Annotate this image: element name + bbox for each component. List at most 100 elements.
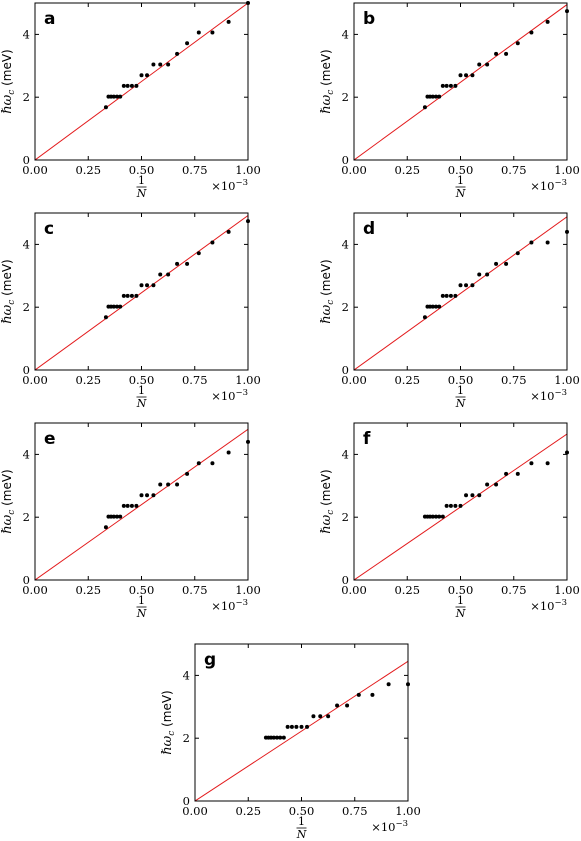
data-point	[226, 229, 231, 234]
data-point	[485, 272, 490, 277]
data-point	[515, 41, 520, 46]
data-point	[437, 94, 442, 99]
data-point	[545, 19, 550, 24]
x-axis-label-numerator: 1	[138, 384, 145, 397]
y-axis-label: ℏωc (meV)	[0, 49, 17, 114]
data-point	[444, 503, 449, 508]
data-point	[458, 73, 463, 78]
x-scale-base: ×10	[211, 179, 235, 193]
data-point	[453, 503, 458, 508]
data-point	[430, 514, 435, 519]
data-point	[145, 73, 150, 78]
data-point	[145, 283, 150, 288]
panel-label: a	[44, 9, 55, 29]
data-point	[121, 293, 126, 298]
x-axis-label-denominator: N	[455, 397, 466, 410]
data-point	[166, 62, 171, 67]
data-point	[504, 261, 509, 266]
y-axis-label-unit: (meV)	[319, 49, 333, 89]
x-scale-exponent: −3	[235, 388, 248, 398]
x-tick-label: 0.25	[394, 373, 420, 387]
x-axis-label-numerator: 1	[457, 594, 464, 607]
data-point	[294, 724, 299, 729]
data-point	[115, 514, 120, 519]
data-point	[210, 30, 215, 35]
data-point	[318, 714, 323, 719]
data-point	[196, 251, 201, 256]
data-point	[158, 62, 163, 67]
axes-frame	[194, 643, 409, 802]
data-point	[477, 272, 482, 277]
data-point	[125, 503, 130, 508]
y-axis-label-subscript: c	[7, 300, 17, 305]
y-axis-label: ℏωc (meV)	[319, 469, 336, 534]
x-tick-label: 0.50	[448, 583, 474, 597]
data-point	[281, 735, 286, 740]
y-axis-label-symbol: ℏω	[0, 94, 15, 113]
x-scale-exponent: −3	[554, 598, 567, 608]
data-point	[464, 73, 469, 78]
y-axis-label-symbol: ℏω	[319, 94, 334, 113]
fit-line	[35, 428, 248, 580]
y-tick-label: 2	[23, 510, 30, 524]
data-point	[275, 735, 280, 740]
x-tick-label: 0.00	[22, 583, 48, 597]
data-point	[494, 51, 499, 56]
x-scale-factor: ×10−3	[211, 178, 248, 193]
data-point	[335, 703, 340, 708]
x-tick-label: 0.75	[182, 583, 208, 597]
x-tick-label: 0.75	[501, 163, 527, 177]
data-point	[118, 514, 123, 519]
y-tick-label: 4	[342, 447, 349, 461]
y-tick-label: 0	[342, 363, 349, 377]
x-tick-label: 0.50	[129, 373, 155, 387]
y-axis-label-unit: (meV)	[0, 259, 14, 299]
y-axis-label-subscript: c	[326, 510, 336, 515]
x-axis-label-denominator: N	[136, 187, 147, 200]
x-scale-base: ×10	[530, 389, 554, 403]
x-scale-base: ×10	[530, 179, 554, 193]
x-scale-factor: ×10−3	[211, 598, 248, 613]
data-point	[494, 482, 499, 487]
y-tick-label: 0	[23, 153, 30, 167]
data-point	[356, 692, 361, 697]
data-point	[269, 735, 274, 740]
data-point	[485, 482, 490, 487]
x-scale-base: ×10	[211, 389, 235, 403]
panel-g: 0.00 0.25 0.50 0.75 1.00 0 2 4g ℏωc (meV) 1N ×10−3	[160, 643, 421, 841]
data-point	[166, 482, 171, 487]
data-point	[151, 283, 156, 288]
x-axis-label-numerator: 1	[138, 174, 145, 187]
data-point	[175, 482, 180, 487]
y-tick-label: 2	[183, 731, 190, 745]
data-point	[134, 83, 139, 88]
data-point	[504, 471, 509, 476]
x-axis-label-numerator: 1	[138, 594, 145, 607]
data-point	[345, 703, 350, 708]
y-tick-label: 4	[183, 668, 190, 682]
y-axis-label-symbol: ℏω	[319, 304, 334, 323]
data-point	[430, 94, 435, 99]
data-point	[477, 493, 482, 498]
x-tick-label: 0.25	[394, 583, 420, 597]
data-point	[437, 304, 442, 309]
data-point	[111, 304, 116, 309]
data-point	[285, 724, 290, 729]
y-tick-label: 4	[342, 237, 349, 251]
panel-d: 0.00 0.25 0.50 0.75 1.00 0 2 4d ℏωc (meV) 1N ×10−3	[319, 212, 580, 410]
data-point	[158, 482, 163, 487]
data-point	[109, 304, 114, 309]
data-point	[430, 304, 435, 309]
data-point	[453, 83, 458, 88]
panel-b: 0.00 0.25 0.50 0.75 1.00 0 2 4b ℏωc (meV) 1N ×10−3	[319, 2, 580, 200]
x-scale-factor: ×10−3	[371, 819, 408, 834]
x-scale-exponent: −3	[395, 819, 408, 829]
data-point	[428, 94, 433, 99]
x-tick-label: 0.25	[75, 163, 101, 177]
data-point	[103, 105, 108, 110]
x-scale-factor: ×10−3	[530, 178, 567, 193]
data-point	[111, 514, 116, 519]
x-tick-label: 0.25	[394, 163, 420, 177]
x-scale-base: ×10	[371, 820, 395, 834]
